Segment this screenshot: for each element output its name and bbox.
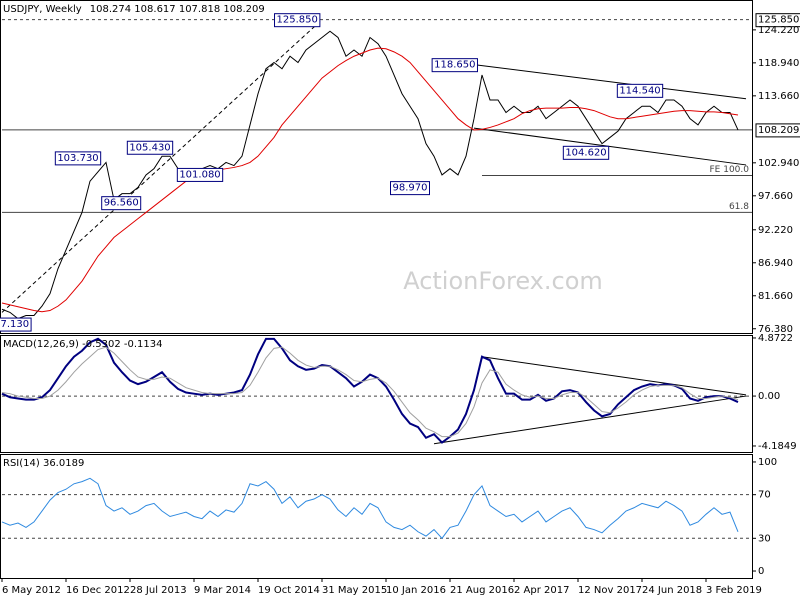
label-box bbox=[562, 145, 610, 160]
label-box bbox=[755, 123, 800, 138]
x-tick-label: 19 Oct 2014 bbox=[258, 585, 320, 596]
macd-panel bbox=[0, 335, 753, 453]
label-box bbox=[101, 196, 142, 211]
series-line bbox=[1, 30, 739, 320]
y-tick-label: 97.660 bbox=[758, 191, 793, 202]
price-annotation: 77.130 bbox=[0, 319, 29, 330]
label-box bbox=[176, 167, 224, 182]
label-box bbox=[126, 140, 174, 155]
x-tick-label: 2 Apr 2017 bbox=[514, 585, 569, 596]
watermark: ActionForex.com bbox=[403, 267, 603, 295]
price-annotation: 114.540 bbox=[619, 85, 660, 96]
y-tick-label: 81.660 bbox=[758, 291, 793, 302]
y-tick-label: 30 bbox=[758, 533, 771, 544]
y-tick-label: 92.220 bbox=[758, 225, 793, 236]
price-annotation: 98.970 bbox=[393, 183, 428, 194]
trend-line bbox=[473, 127, 747, 166]
series-line bbox=[1, 477, 739, 540]
y-tick-label: 0 bbox=[758, 566, 764, 577]
y-tick-label: 0.00 bbox=[758, 391, 780, 402]
price-annotation: 104.620 bbox=[565, 147, 606, 158]
price-panel bbox=[0, 0, 753, 334]
x-tick-label: 3 Feb 2019 bbox=[706, 585, 762, 596]
trend-line bbox=[473, 64, 747, 100]
y-tick-label: 118.940 bbox=[758, 58, 799, 69]
price-annotation: 125.850 bbox=[277, 15, 318, 26]
y-tick-label: -4.1849 bbox=[758, 441, 797, 452]
price-annotation: 101.080 bbox=[179, 169, 220, 180]
label-box bbox=[390, 181, 430, 196]
series-line bbox=[1, 47, 739, 313]
label-box bbox=[54, 151, 102, 166]
label-box bbox=[0, 317, 32, 332]
level-label: FE 100.0 bbox=[710, 165, 750, 175]
label-box bbox=[274, 13, 321, 28]
level-label: 125.850 bbox=[758, 15, 799, 26]
price-annotation: 96.560 bbox=[104, 198, 139, 209]
price-annotation: 118.650 bbox=[434, 60, 475, 71]
y-tick-label: 4.8722 bbox=[758, 333, 793, 344]
x-tick-label: 24 Jun 2018 bbox=[642, 585, 702, 596]
label-box bbox=[616, 83, 664, 98]
trend-line bbox=[1, 19, 323, 313]
label-box bbox=[755, 13, 800, 28]
panel-title: MACD(12,26,9) -0.5302 -0.1134 bbox=[3, 339, 163, 350]
level-label: 108.209 bbox=[758, 125, 799, 136]
x-tick-label: 31 May 2015 bbox=[322, 585, 387, 596]
y-tick-label: 76.380 bbox=[758, 324, 793, 335]
series-line bbox=[1, 337, 739, 444]
x-tick-label: 9 Mar 2014 bbox=[194, 585, 251, 596]
trend-line bbox=[433, 395, 747, 445]
x-tick-label: 28 Jul 2013 bbox=[130, 585, 187, 596]
rsi-panel bbox=[0, 454, 753, 579]
y-tick-label: 124.220 bbox=[758, 25, 799, 36]
y-tick-label: 102.940 bbox=[758, 158, 799, 169]
x-tick-label: 16 Dec 2012 bbox=[66, 585, 130, 596]
y-tick-label: 113.660 bbox=[758, 91, 799, 102]
series-line bbox=[1, 346, 739, 438]
y-tick-label: 70 bbox=[758, 490, 771, 501]
x-tick-label: 12 Nov 2017 bbox=[578, 585, 642, 596]
price-annotation: 103.730 bbox=[57, 153, 98, 164]
level-label: 61.8 bbox=[729, 202, 749, 212]
y-tick-label: 86.940 bbox=[758, 258, 793, 269]
panel-title: USDJPY, Weekly bbox=[3, 4, 82, 15]
price-annotation: 105.430 bbox=[129, 142, 170, 153]
x-tick-label: 10 Jan 2016 bbox=[386, 585, 446, 596]
x-tick-label: 21 Aug 2016 bbox=[450, 585, 514, 596]
trend-line bbox=[481, 356, 747, 396]
panel-values: 108.274 108.617 107.818 108.209 bbox=[90, 4, 265, 15]
label-box bbox=[431, 58, 478, 73]
y-tick-label: 100 bbox=[758, 457, 777, 468]
x-tick-label: 6 May 2012 bbox=[2, 585, 61, 596]
panel-title: RSI(14) 36.0189 bbox=[3, 458, 84, 469]
